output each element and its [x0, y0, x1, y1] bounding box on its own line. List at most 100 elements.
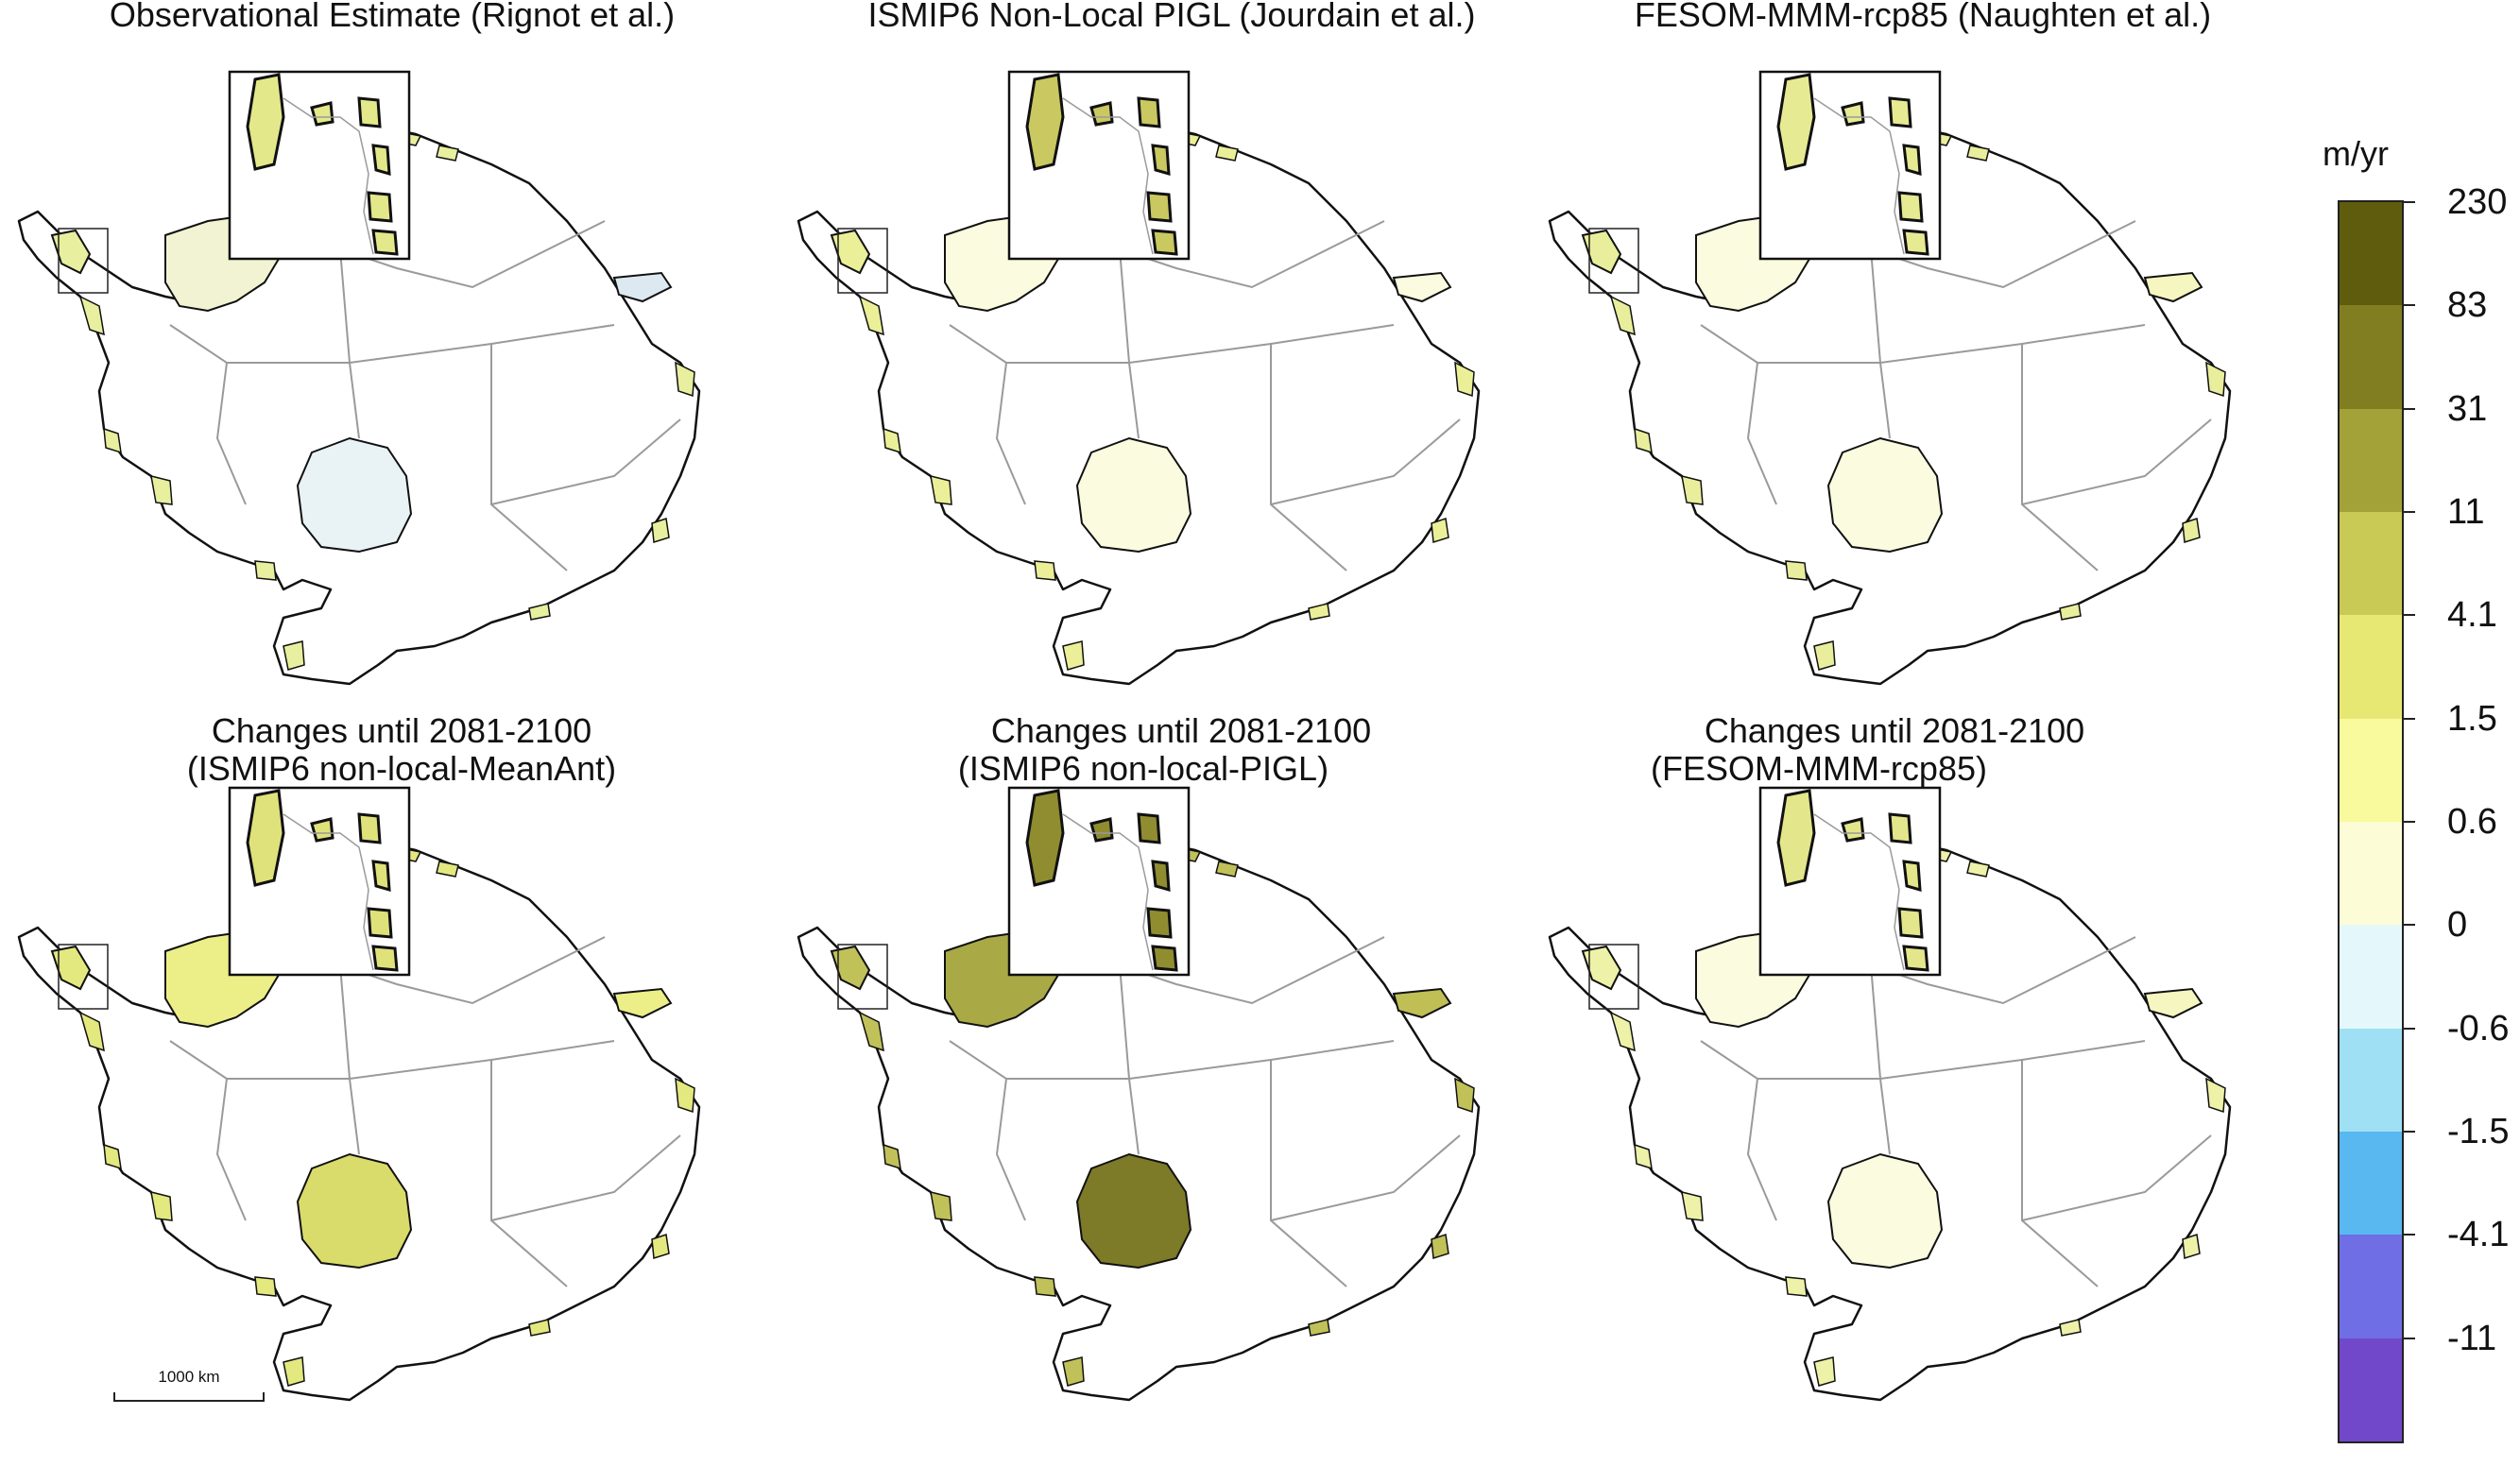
inset-ice-shelf [1089, 817, 1114, 843]
coastal-ice-shelf [883, 1143, 901, 1170]
coastal-ice-shelf [1785, 560, 1808, 581]
panel-fesom-mmm-rcp85: FESOM-MMM-rcp85 (Naughten et al.) [1531, 0, 2315, 693]
coastal-ice-shelf [283, 640, 305, 671]
colorbar-tick-label: 4.1 [2447, 595, 2497, 636]
coastal-ice-shelf [1062, 1356, 1085, 1387]
colorbar-tick-label: 11 [2447, 492, 2485, 532]
colorbar-tick-label: 0.6 [2447, 802, 2497, 842]
coastal-ice-shelf [1681, 474, 1704, 505]
colorbar-segment [2340, 1338, 2402, 1442]
amundsen-sector-box [1588, 944, 1639, 1010]
panel-changes-meanant: Changes until 2081-2100 (ISMIP6 non-loca… [0, 710, 784, 1409]
panel-subtitle: (ISMIP6 non-local-MeanAnt) [186, 749, 617, 788]
colorbar-tick-label: -1.5 [2447, 1112, 2510, 1151]
coastal-ice-shelf [1609, 1011, 1636, 1052]
panel-ismip6-nonlocal-pigl: ISMIP6 Non-Local PIGL (Jourdain et al.) [780, 0, 1564, 693]
inset-ice-shelf [1897, 191, 1924, 223]
inset-ice-shelf [310, 101, 334, 127]
drainage-divide [1006, 324, 1395, 364]
peninsula-ice-shelf [830, 229, 871, 275]
drainage-divide [949, 324, 1026, 505]
inset-ice-shelf [1897, 907, 1924, 939]
colorbar-tick-label: -4.1 [2447, 1215, 2510, 1255]
inset-ice-shelf [1888, 812, 1912, 844]
panel-title: Changes until 2081-2100 [990, 711, 1372, 750]
scale-bar: 1000 km [113, 1368, 265, 1406]
colorbar-segment [2340, 925, 2402, 1030]
amundsen-inset [228, 786, 411, 977]
colorbar-tick-label: -11 [2447, 1318, 2497, 1358]
coastal-ice-shelf [1634, 1143, 1653, 1170]
coastal-ice-shelf [1215, 861, 1239, 878]
coastal-ice-shelf [858, 1011, 884, 1052]
colorbar-tick-label: 31 [2447, 388, 2488, 429]
coastal-ice-shelf [1634, 427, 1653, 454]
coastal-ice-shelf [2205, 1077, 2226, 1114]
ross-ice-shelf [296, 1152, 413, 1270]
colorbar-tick [2404, 717, 2415, 720]
inset-grounding-line [1813, 97, 1905, 255]
coastal-ice-shelf [78, 295, 105, 336]
inset-ice-shelf [1025, 789, 1065, 887]
colorbar-tick [2404, 201, 2415, 203]
amery-ice-shelf [612, 987, 673, 1019]
colorbar-tick-label: 230 [2447, 182, 2508, 222]
coastal-ice-shelf [1966, 145, 1990, 162]
inset-ice-shelf [1137, 812, 1161, 844]
peninsula-ice-shelf [1581, 229, 1622, 275]
amery-ice-shelf [2143, 987, 2203, 1019]
colorbar-tick [2404, 1234, 2415, 1236]
inset-ice-shelf [1902, 229, 1929, 256]
antarctica-map [17, 786, 701, 1402]
coastal-ice-shelf [675, 1077, 695, 1114]
drainage-divide [1757, 324, 2146, 364]
coastal-ice-shelf [1785, 1276, 1808, 1297]
inset-ice-shelf [1902, 945, 1929, 972]
inset-ice-shelf [1888, 96, 1912, 128]
coastal-ice-shelf [1966, 861, 1990, 878]
inset-grounding-line [1813, 813, 1905, 971]
colorbar-segment [2340, 822, 2402, 926]
amery-ice-shelf [1392, 987, 1452, 1019]
inset-ice-shelf [371, 229, 399, 256]
colorbar-tick-label: 1.5 [2447, 698, 2497, 739]
colorbar-segment [2340, 305, 2402, 410]
coastal-ice-shelf [150, 474, 173, 505]
drainage-divide [949, 1040, 1026, 1221]
panel-subtitle: (ISMIP6 non-local-PIGL) [957, 749, 1329, 788]
drainage-divide [2021, 1134, 2212, 1221]
colorbar-tick [2404, 1131, 2415, 1133]
amery-ice-shelf [2143, 271, 2203, 303]
inset-grounding-line [283, 813, 374, 971]
colorbar-tick-label: 83 [2447, 285, 2488, 326]
coastal-ice-shelf [2182, 1234, 2201, 1259]
amundsen-inset [1007, 786, 1191, 977]
coastal-ice-shelf [1609, 295, 1636, 336]
ross-ice-shelf [1075, 436, 1192, 554]
coastal-ice-shelf [2205, 361, 2226, 398]
ross-ice-shelf [1826, 1152, 1944, 1270]
colorbar [2338, 200, 2404, 1443]
coastal-ice-shelf [1454, 361, 1475, 398]
coastal-ice-shelf [1308, 1319, 1330, 1337]
inset-ice-shelf [1151, 229, 1178, 256]
coastal-ice-shelf [78, 1011, 105, 1052]
coastal-ice-shelf [883, 427, 901, 454]
panel-changes-pigl: Changes until 2081-2100 (ISMIP6 non-loca… [780, 710, 1564, 1409]
coastal-ice-shelf [1062, 640, 1085, 671]
panel-title: Changes until 2081-2100 [1704, 711, 2085, 750]
coastal-ice-shelf [436, 145, 459, 162]
amundsen-inset [1007, 70, 1191, 261]
inset-ice-shelf [367, 907, 393, 939]
amundsen-sector-box [837, 228, 888, 294]
drainage-divide [1700, 324, 1777, 505]
coastal-ice-shelf [930, 1190, 952, 1221]
colorbar-tick [2404, 1027, 2415, 1030]
drainage-divide [227, 1040, 615, 1080]
coastal-ice-shelf [2182, 518, 2201, 543]
colorbar-tick [2404, 407, 2415, 410]
inset-ice-shelf [1776, 73, 1816, 171]
inset-ice-shelf [1841, 101, 1865, 127]
antarctica-map [1548, 70, 2232, 686]
inset-ice-shelf [371, 860, 391, 893]
